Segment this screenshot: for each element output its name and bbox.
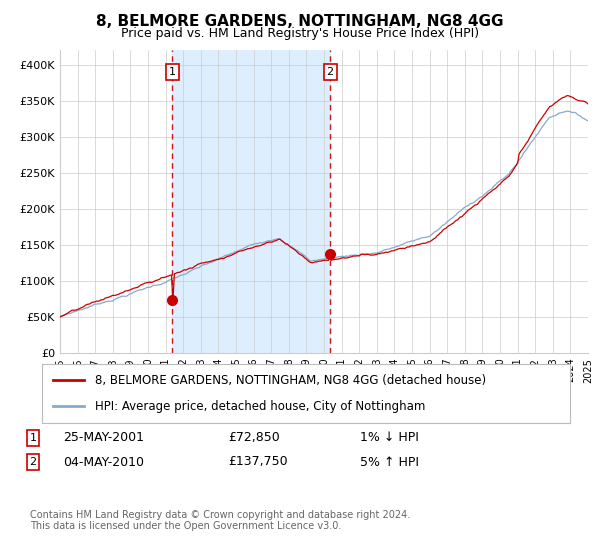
Text: 2: 2 [326,67,334,77]
Text: £137,750: £137,750 [228,455,287,469]
Text: 2: 2 [29,457,37,467]
Text: £72,850: £72,850 [228,431,280,445]
Text: Contains HM Land Registry data © Crown copyright and database right 2024.
This d: Contains HM Land Registry data © Crown c… [30,510,410,531]
Text: 1% ↓ HPI: 1% ↓ HPI [360,431,419,445]
Text: 04-MAY-2010: 04-MAY-2010 [63,455,144,469]
Text: 1: 1 [29,433,37,443]
Bar [172,50,330,353]
Text: 1: 1 [169,67,176,77]
Text: 5% ↑ HPI: 5% ↑ HPI [360,455,419,469]
Text: 8, BELMORE GARDENS, NOTTINGHAM, NG8 4GG (detached house): 8, BELMORE GARDENS, NOTTINGHAM, NG8 4GG … [95,374,486,387]
Text: Price paid vs. HM Land Registry's House Price Index (HPI): Price paid vs. HM Land Registry's House … [121,27,479,40]
Text: HPI: Average price, detached house, City of Nottingham: HPI: Average price, detached house, City… [95,400,425,413]
Text: 8, BELMORE GARDENS, NOTTINGHAM, NG8 4GG: 8, BELMORE GARDENS, NOTTINGHAM, NG8 4GG [96,14,504,29]
Text: 25-MAY-2001: 25-MAY-2001 [63,431,144,445]
